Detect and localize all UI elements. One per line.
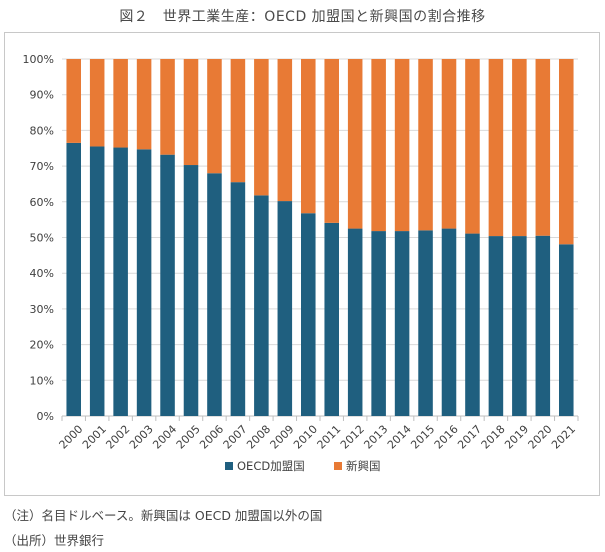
chart-frame: [4, 32, 600, 496]
x-tick-label: 2015: [408, 423, 437, 452]
bar-oecd: [301, 213, 316, 416]
bar-oecd: [418, 230, 433, 416]
bar-emerging: [254, 59, 269, 196]
bar-emerging: [89, 59, 105, 147]
bar-oecd: [347, 228, 363, 416]
legend-label-emerging: 新興国: [346, 459, 381, 473]
bar-oecd: [160, 154, 175, 416]
x-tick-label: 2011: [315, 423, 344, 452]
y-tick-label: 60%: [30, 196, 54, 209]
bar-oecd: [441, 228, 457, 416]
bar-emerging: [441, 59, 457, 229]
bar-emerging: [136, 59, 152, 150]
bar-emerging: [301, 59, 316, 214]
y-tick-label: 90%: [30, 89, 54, 102]
bar-emerging: [66, 59, 81, 143]
x-tick-label: 2005: [174, 423, 203, 452]
x-tick-label: 2002: [103, 423, 132, 452]
legend-swatch-emerging: [334, 462, 342, 470]
x-tick-label: 2004: [150, 423, 179, 452]
bar-emerging: [113, 59, 128, 148]
y-tick-label: 40%: [30, 267, 54, 280]
x-tick-label: 2007: [221, 423, 250, 452]
bar-oecd: [535, 235, 551, 416]
bar-emerging: [160, 59, 175, 155]
bar-oecd: [136, 149, 152, 417]
bar-emerging: [418, 59, 433, 231]
bar-emerging: [230, 59, 246, 183]
bar-emerging: [371, 59, 386, 232]
x-tick-label: 2006: [197, 423, 226, 452]
bar-emerging: [512, 59, 527, 237]
bar-emerging: [347, 59, 363, 229]
chart-title: 図２ 世界工業生産：OECD 加盟国と新興国の割合推移: [119, 9, 486, 25]
bar-oecd: [324, 222, 339, 416]
x-tick-label: 2008: [244, 423, 273, 452]
bar-emerging: [535, 59, 551, 236]
y-tick-label: 100%: [23, 53, 54, 66]
bar-oecd: [371, 231, 386, 416]
x-tick-label: 2003: [127, 423, 156, 452]
bar-emerging: [207, 59, 222, 174]
bar-emerging: [465, 59, 480, 234]
x-tick-label: 2016: [432, 423, 461, 452]
bar-emerging: [488, 59, 504, 237]
legend-label-oecd: OECD加盟国: [237, 459, 305, 473]
y-tick-label: 20%: [30, 339, 54, 352]
x-tick-label: 2009: [268, 423, 297, 452]
x-tick-label: 2001: [80, 423, 109, 452]
y-tick-label: 50%: [30, 232, 54, 245]
bar-oecd: [488, 236, 504, 416]
x-tick-label: 2014: [385, 423, 414, 452]
legend-swatch-oecd: [225, 462, 233, 470]
bar-oecd: [207, 173, 222, 416]
bar-oecd: [512, 236, 527, 416]
x-tick-label: 2017: [455, 423, 484, 452]
bar-oecd: [394, 231, 410, 416]
bar-emerging: [559, 59, 574, 245]
x-tick-label: 2019: [502, 423, 531, 452]
source-note: （出所）世界銀行: [4, 533, 105, 548]
bar-emerging: [183, 59, 199, 166]
y-tick-label: 30%: [30, 303, 54, 316]
y-tick-label: 80%: [30, 124, 54, 137]
x-tick-label: 2018: [479, 423, 508, 452]
bar-oecd: [277, 201, 293, 416]
bar-oecd: [230, 182, 246, 416]
bar-oecd: [465, 233, 480, 416]
bar-emerging: [277, 59, 293, 202]
y-tick-label: 0%: [37, 410, 54, 423]
y-tick-label: 10%: [30, 374, 54, 387]
x-tick-label: 2013: [361, 423, 390, 452]
bar-oecd: [559, 244, 574, 416]
bar-oecd: [183, 165, 199, 416]
bar-emerging: [394, 59, 410, 232]
footnote: （注）名目ドルベース。新興国は OECD 加盟国以外の国: [4, 508, 323, 523]
x-tick-label: 2000: [57, 423, 86, 452]
x-tick-label: 2012: [338, 423, 367, 452]
bar-oecd: [89, 146, 105, 416]
bar-emerging: [324, 59, 339, 223]
bar-oecd: [254, 195, 269, 416]
x-tick-label: 2010: [291, 423, 320, 452]
x-tick-label: 2020: [526, 423, 555, 452]
bar-oecd: [113, 147, 128, 416]
bar-oecd: [66, 142, 81, 416]
y-tick-label: 70%: [30, 160, 54, 173]
x-tick-label: 2021: [549, 423, 578, 452]
